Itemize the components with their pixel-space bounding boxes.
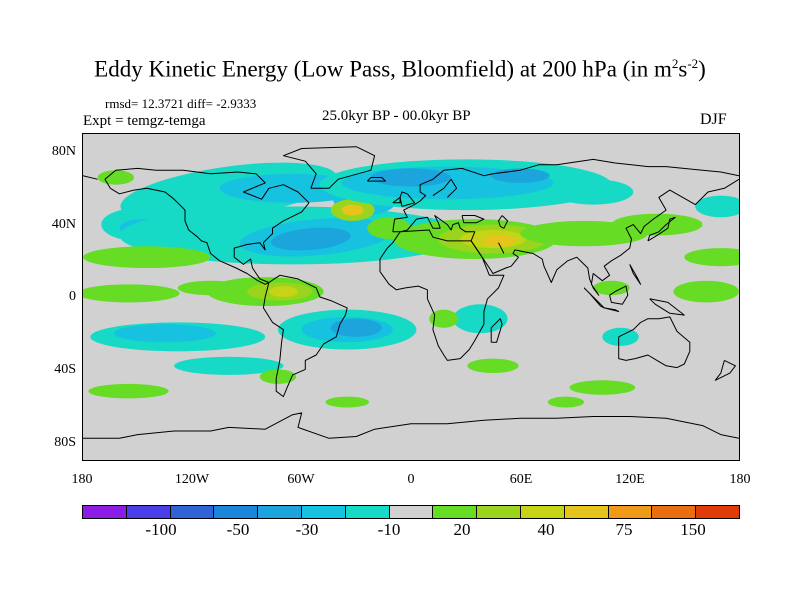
coastline xyxy=(714,359,736,381)
rmsd-diff-stats: rmsd= 12.3721 diff= -2.9333 xyxy=(105,96,257,111)
field-contour-neg-light xyxy=(695,195,739,218)
field-contour-neg-light xyxy=(174,356,284,375)
lon-tick-120w: 120W xyxy=(174,472,210,487)
field-contour-pos-light xyxy=(673,280,739,303)
colorbar-box xyxy=(170,506,215,518)
field-contour-pos-light xyxy=(83,246,211,269)
coastline xyxy=(649,298,685,316)
field-contour-pos-light xyxy=(467,358,519,374)
coastline xyxy=(498,242,505,254)
coastline xyxy=(498,215,509,229)
field-contour-pos-light xyxy=(569,380,636,395)
coastline xyxy=(432,178,458,198)
field-contour-neg-strong xyxy=(270,227,351,251)
coastline xyxy=(583,287,605,309)
field-contour-pos-light xyxy=(83,284,180,303)
plot-title: Eddy Kinetic Energy (Low Pass, Bloomfiel… xyxy=(94,56,706,82)
season-label: DJF xyxy=(700,111,727,128)
colorbar-label: -100 xyxy=(145,520,177,539)
lat-tick-0: 0 xyxy=(69,289,76,304)
coastline xyxy=(618,316,691,369)
colorbar-box xyxy=(652,506,697,518)
field-contour-pos-light xyxy=(367,217,411,240)
coastline xyxy=(282,146,376,189)
field-contour-pos-light xyxy=(429,309,459,328)
field-contour-pos-light xyxy=(547,396,585,408)
coastline xyxy=(604,307,620,312)
field-contour-neg-light xyxy=(452,304,508,334)
field-contour-pos-peak xyxy=(341,204,364,216)
coastline xyxy=(83,412,739,439)
coastline xyxy=(262,274,348,398)
coastlines xyxy=(83,146,739,439)
field-contour-pos-strong xyxy=(268,286,299,297)
field-contour-pos-light xyxy=(177,280,244,296)
colorbar-label: 20 xyxy=(453,520,471,539)
colorbar-box xyxy=(214,506,259,518)
colorbar-box xyxy=(564,506,609,518)
coastline xyxy=(609,285,629,305)
coastline xyxy=(392,158,739,232)
coastline xyxy=(629,264,642,285)
experiment-label: Expt = temgz-temga xyxy=(83,113,206,129)
field-contour-pos-light xyxy=(611,213,703,236)
colorbar-box xyxy=(301,506,346,518)
colorbar-box xyxy=(389,506,434,518)
colorbar-box xyxy=(83,506,127,518)
colorbar-label: -50 xyxy=(226,520,250,539)
field-contour-neg-light xyxy=(553,179,634,205)
map-canvas xyxy=(83,146,739,439)
colorbar-label: 150 xyxy=(680,520,706,539)
eke-difference-field xyxy=(83,159,739,408)
colorbar-label: -10 xyxy=(377,520,401,539)
colorbar-box xyxy=(520,506,565,518)
colorbar xyxy=(82,505,740,519)
lon-tick-60w: 60W xyxy=(287,472,315,487)
coastline xyxy=(461,215,485,224)
colorbar-box xyxy=(696,506,739,518)
colorbar-box xyxy=(258,506,302,518)
field-contour-pos-light xyxy=(684,248,739,267)
coastline xyxy=(490,318,503,343)
lon-tick-60e: 60E xyxy=(509,472,533,487)
field-contour-pos-light xyxy=(325,396,370,408)
field-contour-pos-light xyxy=(97,170,135,185)
field-contour-neg-mid xyxy=(113,324,217,343)
lat-tick-80n: 80N xyxy=(51,144,76,159)
colorbar-box xyxy=(126,506,171,518)
field-contour-pos-light xyxy=(593,280,630,296)
colorbar-box xyxy=(477,506,521,518)
coastline xyxy=(379,229,505,361)
field-contour-neg-strong xyxy=(330,318,382,337)
map-panel xyxy=(82,133,740,461)
lat-tick-80s: 80S xyxy=(54,435,76,450)
colorbar-box xyxy=(433,506,478,518)
coastline xyxy=(366,177,386,182)
lat-tick-40s: 40S xyxy=(54,362,76,377)
field-contour-pos-peak xyxy=(482,235,515,247)
colorbar-label: 40 xyxy=(537,520,555,539)
coastline xyxy=(104,167,310,285)
coastline xyxy=(392,196,401,204)
coastline xyxy=(647,216,676,242)
colorbar-box xyxy=(608,506,653,518)
field-contour-neg-light xyxy=(602,327,639,346)
lon-tick-180w: 180 xyxy=(71,472,93,487)
field-contour-neg-strong xyxy=(370,168,452,187)
coastline xyxy=(392,178,739,296)
field-contour-pos-light xyxy=(259,369,297,384)
colorbar-label: -30 xyxy=(295,520,319,539)
lon-tick-180e: 180 xyxy=(729,472,751,487)
field-contour-pos-light xyxy=(88,383,169,399)
coastline xyxy=(83,175,98,180)
colorbar-label: 75 xyxy=(615,520,633,539)
lon-tick-120e: 120E xyxy=(615,472,645,487)
lat-tick-40n: 40N xyxy=(51,217,76,232)
colorbar-box xyxy=(345,506,390,518)
lon-tick-0: 0 xyxy=(407,472,415,487)
time-period-label: 25.0kyr BP - 00.0kyr BP xyxy=(322,108,471,124)
